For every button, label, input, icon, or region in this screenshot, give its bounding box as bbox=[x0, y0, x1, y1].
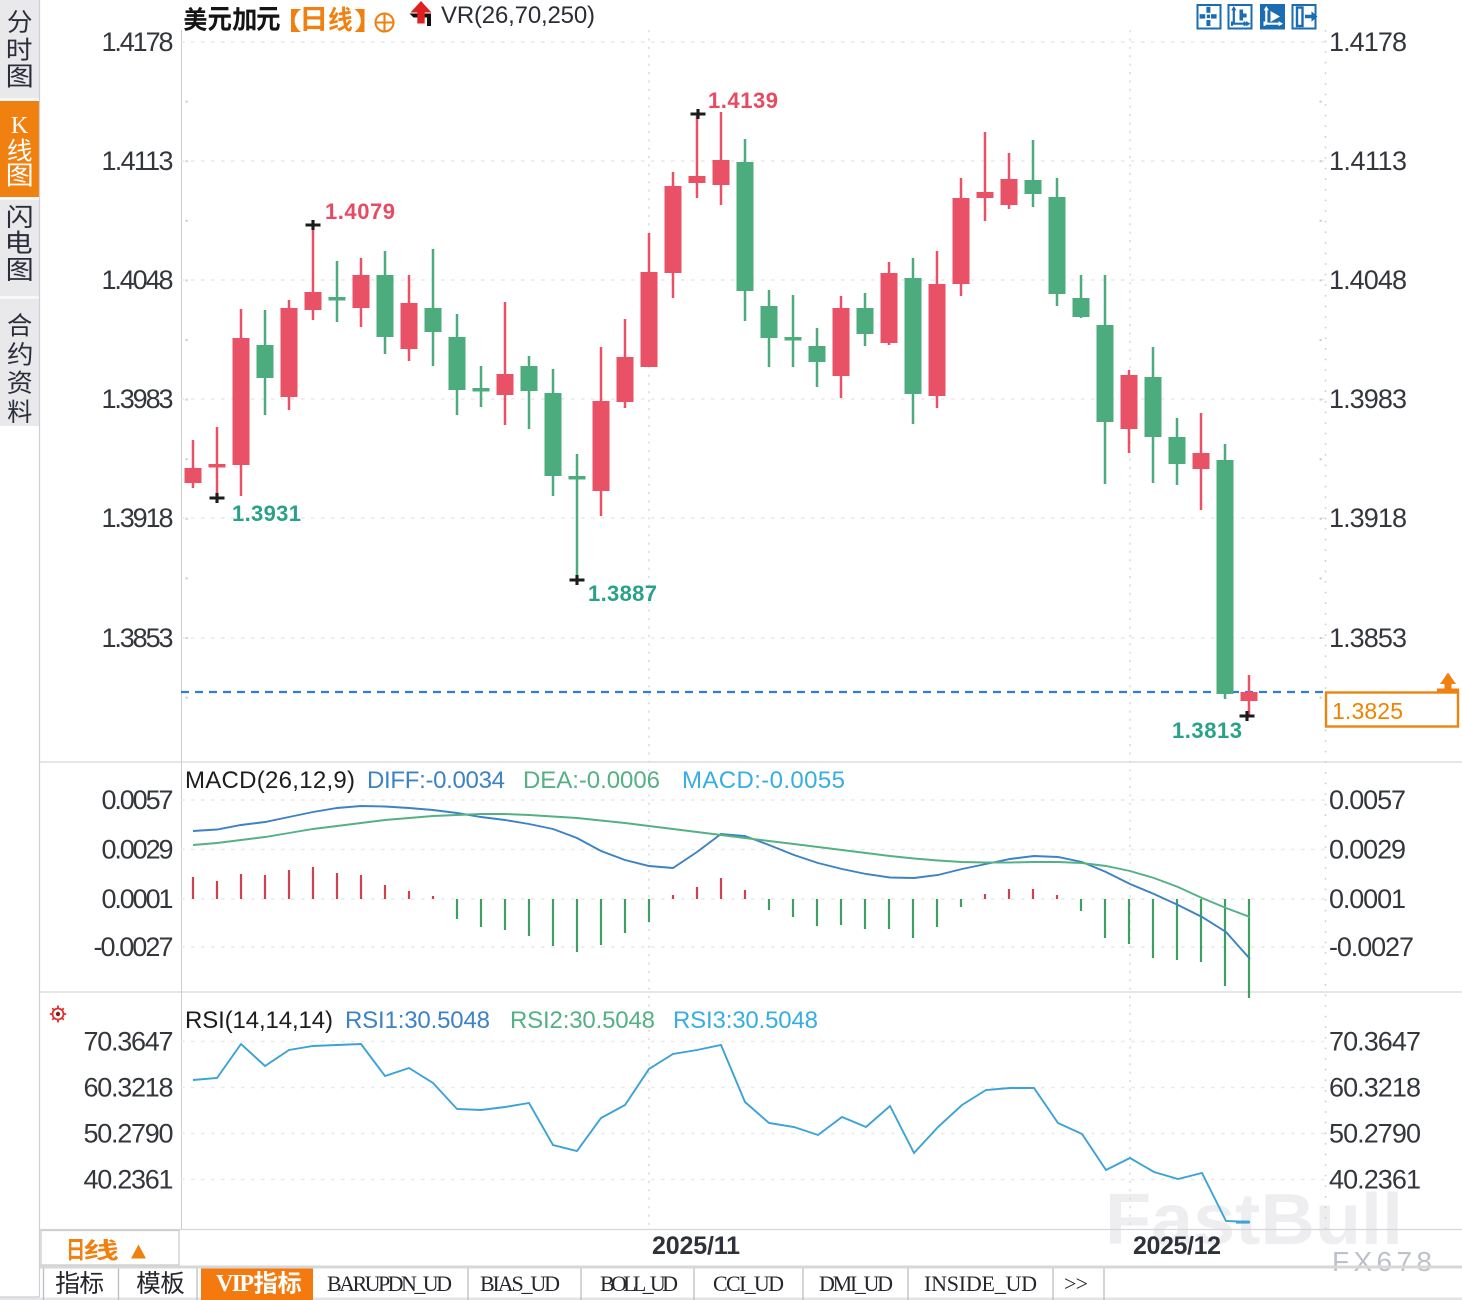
svg-text:60.3218: 60.3218 bbox=[84, 1073, 174, 1103]
svg-text:0.0057: 0.0057 bbox=[102, 785, 174, 815]
svg-text:1.4178: 1.4178 bbox=[1329, 27, 1407, 57]
svg-text:MACD:-0.0055: MACD:-0.0055 bbox=[682, 767, 845, 794]
svg-text:DMI_UD: DMI_UD bbox=[819, 1271, 893, 1296]
svg-text:-0.0027: -0.0027 bbox=[94, 932, 174, 962]
svg-text:BOLL_UD: BOLL_UD bbox=[600, 1271, 678, 1296]
svg-text:CCI_UD: CCI_UD bbox=[713, 1271, 784, 1296]
svg-text:DEA:-0.0006: DEA:-0.0006 bbox=[523, 767, 660, 794]
svg-text:1.3813: 1.3813 bbox=[1172, 718, 1242, 743]
svg-text:70.3647: 70.3647 bbox=[1329, 1027, 1421, 1057]
svg-text:1.3853: 1.3853 bbox=[102, 623, 174, 653]
svg-text:RSI1:30.5048: RSI1:30.5048 bbox=[345, 1007, 490, 1034]
svg-text:2025/11: 2025/11 bbox=[652, 1232, 740, 1260]
svg-text:BIAS_UD: BIAS_UD bbox=[480, 1271, 560, 1296]
svg-text:0.0001: 0.0001 bbox=[102, 884, 174, 914]
svg-text:1.3887: 1.3887 bbox=[588, 581, 657, 606]
svg-text:1.4139: 1.4139 bbox=[708, 88, 778, 113]
svg-text:0.0029: 0.0029 bbox=[1329, 835, 1406, 865]
svg-text:1.4113: 1.4113 bbox=[1329, 146, 1407, 176]
svg-text:1.4079: 1.4079 bbox=[325, 199, 395, 224]
svg-text:1.3983: 1.3983 bbox=[1329, 384, 1407, 414]
svg-text:1.4048: 1.4048 bbox=[102, 265, 174, 295]
svg-text:2025/12: 2025/12 bbox=[1133, 1232, 1221, 1260]
svg-text:60.3218: 60.3218 bbox=[1329, 1073, 1421, 1103]
svg-text:MACD(26,12,9): MACD(26,12,9) bbox=[185, 767, 355, 794]
svg-text:0.0001: 0.0001 bbox=[1329, 884, 1406, 914]
svg-text:1.4048: 1.4048 bbox=[1329, 265, 1407, 295]
svg-text:>>: >> bbox=[1064, 1271, 1088, 1296]
svg-text:1.3825: 1.3825 bbox=[1332, 698, 1403, 724]
svg-text:70.3647: 70.3647 bbox=[84, 1027, 174, 1057]
svg-text:DIFF:-0.0034: DIFF:-0.0034 bbox=[367, 767, 505, 794]
svg-text:1.3931: 1.3931 bbox=[232, 501, 301, 526]
svg-text:0.0057: 0.0057 bbox=[1329, 785, 1406, 815]
svg-text:1.3983: 1.3983 bbox=[102, 384, 174, 414]
svg-text:1.3853: 1.3853 bbox=[1329, 623, 1407, 653]
svg-text:1.4178: 1.4178 bbox=[102, 27, 174, 57]
svg-text:VR(26,70,250): VR(26,70,250) bbox=[441, 2, 595, 29]
svg-text:-0.0027: -0.0027 bbox=[1329, 932, 1414, 962]
svg-text:40.2361: 40.2361 bbox=[1329, 1165, 1421, 1195]
svg-text:40.2361: 40.2361 bbox=[84, 1165, 174, 1195]
svg-text:VIP: VIP bbox=[216, 1271, 254, 1297]
svg-text:INSIDE_UD: INSIDE_UD bbox=[924, 1271, 1037, 1296]
svg-text:K: K bbox=[11, 113, 29, 139]
svg-text:RSI(14,14,14): RSI(14,14,14) bbox=[185, 1007, 333, 1034]
svg-text:50.2790: 50.2790 bbox=[84, 1119, 174, 1149]
svg-text:FX678: FX678 bbox=[1332, 1246, 1432, 1277]
svg-text:BARUPDN_UD: BARUPDN_UD bbox=[327, 1271, 452, 1296]
svg-text:0.0029: 0.0029 bbox=[102, 835, 174, 865]
svg-text:FastBull: FastBull bbox=[1105, 1180, 1403, 1260]
svg-text:1.3918: 1.3918 bbox=[1329, 503, 1407, 533]
svg-text:RSI3:30.5048: RSI3:30.5048 bbox=[673, 1007, 818, 1034]
svg-text:1.3918: 1.3918 bbox=[102, 503, 174, 533]
svg-text:50.2790: 50.2790 bbox=[1329, 1119, 1421, 1149]
svg-text:1.4113: 1.4113 bbox=[102, 146, 174, 176]
svg-text:RSI2:30.5048: RSI2:30.5048 bbox=[510, 1007, 655, 1034]
